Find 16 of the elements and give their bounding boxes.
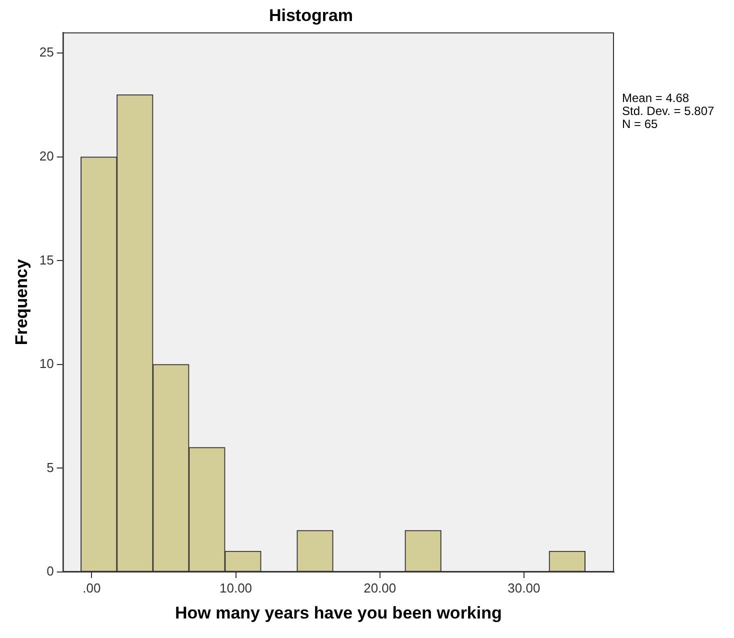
x-axis-title: How many years have you been working <box>174 603 502 622</box>
x-tick-label: 20.00 <box>364 580 396 596</box>
text: Std. Dev. = 5.807 <box>622 104 714 118</box>
text: N = 65 <box>622 117 659 131</box>
y-tick-label: 25 <box>39 44 54 60</box>
text: Mean = 4.68 <box>622 91 690 105</box>
x-tick-label: 10.00 <box>219 580 252 596</box>
y-tick-label: 20 <box>39 148 54 164</box>
y-tick-label: 15 <box>39 252 54 268</box>
chart-title: Histogram <box>268 6 354 25</box>
y-tick-label: 5 <box>46 460 54 475</box>
x-tick-label: 30.00 <box>508 580 540 596</box>
y-axis-title: Frequency <box>12 258 31 346</box>
y-tick-label: 10 <box>39 356 54 372</box>
y-tick-label: 0 <box>46 564 54 579</box>
x-tick-label: .00 <box>82 580 101 596</box>
